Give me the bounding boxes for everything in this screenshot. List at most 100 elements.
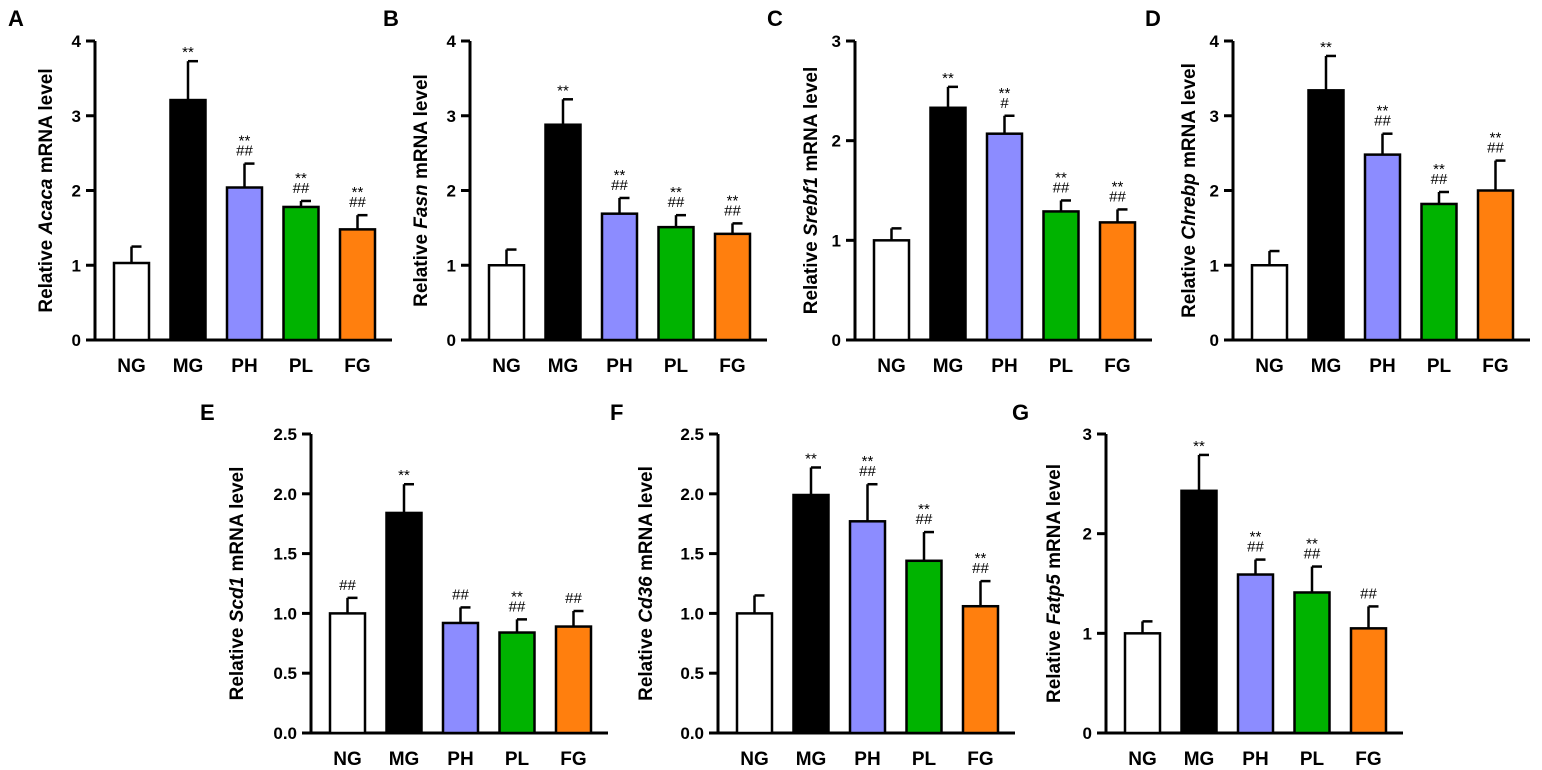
x-tick-label-ph: PH [606,356,632,377]
y-tick-label: 3 [447,107,456,126]
bar-ng [872,239,911,342]
significance-label: ## [1053,179,1070,196]
x-tick-label-fg: FG [719,356,745,377]
y-tick-label: 2 [447,182,456,201]
bar-pl [1420,202,1458,342]
bar-ph [600,212,639,342]
bar-ph [225,186,264,342]
y-tick-label: 0.5 [273,664,297,683]
y-tick-label: 0 [832,331,841,350]
y-label-gene: Fatp5 [1044,574,1065,625]
bar-mg [1180,489,1218,735]
y-label-prefix: Relative [636,623,657,701]
y-tick-label: 4 [447,32,457,51]
x-tick-label-fg: FG [1482,356,1508,377]
significance-label: ** [862,453,874,470]
y-tick-label: 1.0 [680,604,704,623]
y-label-gene: Srebf1 [801,177,822,236]
x-tick-label-fg: FG [1104,356,1130,377]
y-tick-label: 2 [72,182,81,201]
significance-label: ## [1360,585,1377,602]
panel-letter: B [383,6,399,31]
y-tick-label: 1 [832,231,841,250]
significance-label: ## [916,511,933,528]
y-tick-label: 1.0 [273,604,297,623]
significance-label: ## [452,586,469,603]
bar-mg [1307,89,1345,342]
y-label-prefix: Relative [411,229,432,307]
y-axis-label: Relative Acaca mRNA level [36,68,57,312]
panel-letter: E [200,400,215,425]
x-tick-label-ng: NG [492,356,521,377]
bar-ph [1236,573,1275,735]
significance-label: ## [509,598,526,615]
panel-e: E 0.0 0.5 1.0 1.5 2.0 2.5 Relative Scd1 mRNA le… [200,400,608,770]
significance-label: ## [1374,113,1391,130]
y-tick-label: 1.5 [680,545,704,564]
significance-label: ## [1247,539,1264,556]
y-axis-label: Relative Chrebp mRNA level [1179,63,1200,318]
panel-letter: F [610,400,623,425]
y-tick-label: 3 [832,32,841,51]
significance-label: ** [1433,161,1445,178]
bar-fg [338,228,377,342]
y-label-suffix: mRNA level [1044,464,1065,574]
y-tick-label: 0.0 [680,724,704,743]
significance-label: ** [352,184,364,201]
significance-label: ** [1250,529,1262,546]
significance-label: ## [236,143,253,160]
x-tick-label-mg: MG [1184,749,1215,770]
panel-letter: C [767,6,783,31]
significance-label: ## [349,194,366,211]
bar-pl [905,559,943,735]
bar-mg [385,511,423,735]
y-label-gene: Acaca [36,178,57,235]
bar-mg [929,106,967,342]
y-tick-label: 2 [1210,182,1219,201]
y-label-suffix: mRNA level [36,68,57,178]
bar-pl [657,225,695,342]
x-tick-label-mg: MG [173,356,204,377]
x-tick-label-ph: PH [854,749,880,770]
y-tick-label: 0 [1083,724,1092,743]
y-label-suffix: mRNA level [1179,63,1200,173]
bar-ng [1123,632,1162,735]
y-label-prefix: Relative [1179,240,1200,318]
x-tick-label-fg: FG [1355,749,1381,770]
significance-label: ## [1304,546,1321,563]
bar-fg [961,604,1000,735]
y-tick-label: 1 [447,256,456,275]
y-axis-label: Relative Fasn mRNA level [411,74,432,307]
y-tick-label: 2 [832,132,841,151]
bar-ng [1250,264,1289,342]
y-tick-label: 1 [1083,624,1092,643]
bar-fg [1349,627,1388,735]
x-tick-label-mg: MG [389,749,420,770]
x-tick-label-fg: FG [967,749,993,770]
y-tick-label: 0 [1210,331,1219,350]
significance-label: ## [668,194,685,211]
significance-label: ** [295,170,307,187]
bar-pl [1042,210,1080,342]
x-tick-label-ng: NG [1128,749,1157,770]
bar-ng [112,261,151,342]
x-tick-label-pl: PL [505,749,530,770]
y-tick-label: 0 [72,331,81,350]
significance-label: ** [614,167,626,184]
x-tick-label-mg: MG [796,749,827,770]
y-label-suffix: mRNA level [801,67,822,177]
significance-label: ** [1193,438,1205,455]
y-tick-label: 4 [72,32,82,51]
significance-label: ** [557,82,569,99]
y-tick-label: 1 [72,256,81,275]
significance-label: ** [975,550,987,567]
y-tick-label: 2.5 [273,425,297,444]
y-tick-label: 4 [1210,32,1220,51]
panel-letter: G [1012,400,1029,425]
y-label-prefix: Relative [801,236,822,314]
x-tick-label-mg: MG [548,356,579,377]
x-tick-label-ph: PH [991,356,1017,377]
